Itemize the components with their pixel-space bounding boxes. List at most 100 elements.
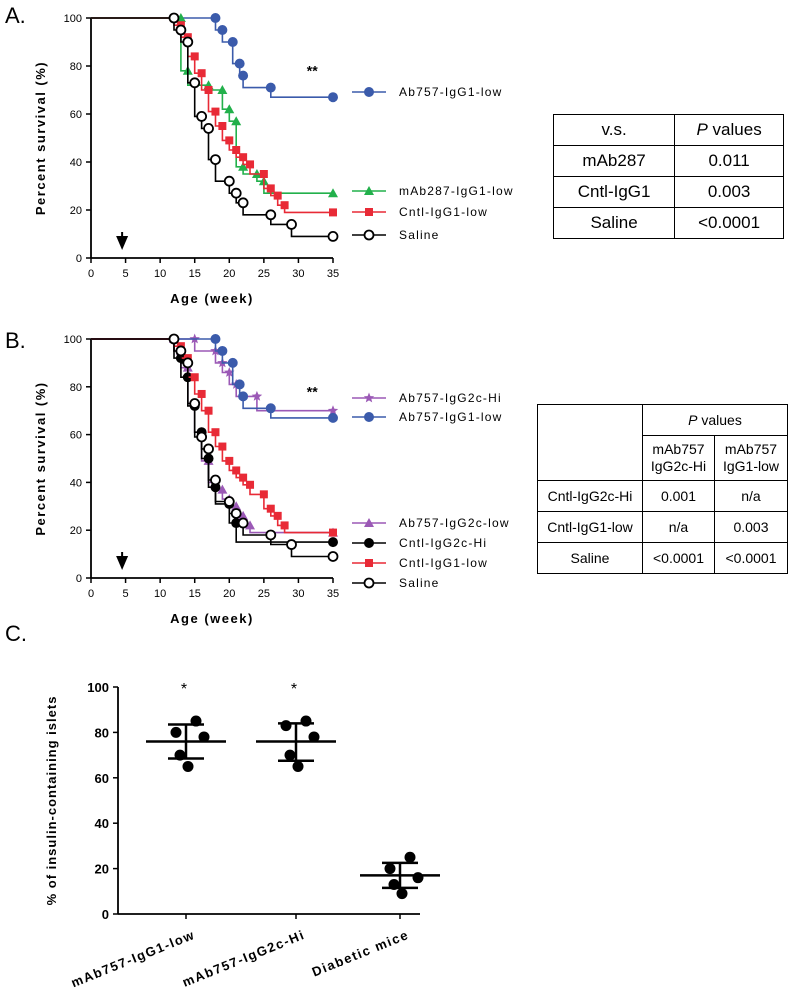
marker-square bbox=[246, 480, 255, 489]
table-b-cell: n/a bbox=[713, 480, 789, 512]
series-ab757-igg1-low bbox=[91, 13, 338, 103]
marker-triangle bbox=[364, 518, 374, 527]
c-y-axis-label: % of insulin-containing islets bbox=[44, 696, 59, 906]
data-point bbox=[174, 749, 186, 761]
significance-annotation: ** bbox=[307, 63, 318, 79]
table-a-cell: <0.0001 bbox=[674, 207, 784, 239]
table-b-subheader-line: IgG2c-Hi bbox=[650, 458, 707, 474]
table-b-subheader: mAb757 IgG1-low bbox=[713, 435, 789, 481]
marker-circle bbox=[238, 70, 249, 81]
series-ab757-igg2c-hi bbox=[91, 333, 339, 416]
marker-square bbox=[239, 153, 248, 162]
marker-square bbox=[232, 466, 241, 475]
marker-open-circle bbox=[230, 187, 242, 199]
marker-circle bbox=[234, 379, 245, 390]
c-y-tick-label: 60 bbox=[95, 771, 109, 786]
marker-square bbox=[197, 69, 206, 78]
marker-triangle bbox=[251, 169, 262, 178]
y-tick-label: 100 bbox=[64, 13, 82, 25]
y-tick-label: 60 bbox=[70, 430, 82, 442]
table-a-header-pvalues: P values bbox=[674, 114, 784, 146]
x-tick-label: 0 bbox=[88, 588, 94, 600]
data-point bbox=[308, 731, 320, 743]
marker-circle bbox=[234, 58, 245, 69]
marker-open-circle bbox=[210, 154, 221, 166]
y-tick-label: 0 bbox=[76, 573, 82, 585]
table-b-subheader-line: IgG1-low bbox=[722, 458, 779, 474]
marker-open-circle bbox=[189, 77, 201, 89]
c-y-tick-label: 40 bbox=[95, 816, 109, 831]
marker-star bbox=[327, 405, 339, 416]
significance-annotation: ** bbox=[307, 383, 318, 399]
marker-open-circle bbox=[286, 539, 297, 550]
panel-label-c: C. bbox=[5, 621, 27, 646]
marker-open-circle bbox=[182, 36, 194, 48]
x-tick-label: 15 bbox=[189, 588, 201, 600]
marker-square bbox=[169, 335, 178, 343]
marker-square bbox=[266, 504, 275, 513]
marker-circle bbox=[227, 37, 238, 47]
p-values-table-a: v.s. P values mAb287 0.011 Cntl-IgG1 0.0… bbox=[552, 114, 784, 239]
marker-square bbox=[329, 528, 337, 537]
marker-square bbox=[259, 170, 268, 178]
marker-square bbox=[190, 373, 199, 382]
marker-square bbox=[365, 559, 373, 567]
marker-triangle bbox=[203, 455, 214, 465]
marker-star bbox=[189, 333, 200, 344]
x-tick-label: 35 bbox=[327, 588, 339, 600]
marker-open-circle bbox=[182, 357, 194, 369]
c-significance-annotation: * bbox=[291, 681, 297, 698]
marker-open-circle bbox=[189, 398, 201, 409]
marker-square bbox=[259, 490, 268, 499]
marker-square bbox=[176, 342, 185, 351]
marker-open-circle bbox=[168, 333, 180, 345]
marker-square bbox=[225, 456, 234, 465]
marker-circle bbox=[210, 334, 221, 344]
p-letter: P bbox=[696, 120, 708, 139]
x-tick-label: 30 bbox=[292, 268, 304, 280]
marker-triangle bbox=[175, 13, 186, 22]
x-tick-label: 25 bbox=[258, 588, 270, 600]
arrow-marker bbox=[116, 236, 129, 250]
marker-square bbox=[211, 107, 220, 116]
table-a-cell: mAb287 bbox=[552, 145, 676, 177]
series-cntl-igg1-low bbox=[91, 335, 337, 537]
marker-open-circle bbox=[327, 230, 339, 242]
marker-square bbox=[266, 184, 275, 193]
marker-circle bbox=[182, 372, 193, 383]
marker-circle bbox=[364, 412, 374, 422]
series-line bbox=[91, 17, 333, 238]
data-point bbox=[284, 749, 296, 761]
y-tick-label: 0 bbox=[76, 253, 82, 265]
marker-open-circle bbox=[175, 345, 187, 357]
marker-triangle bbox=[258, 176, 269, 186]
marker-triangle bbox=[196, 427, 207, 437]
series-line bbox=[91, 338, 333, 419]
marker-triangle bbox=[231, 116, 242, 126]
data-point bbox=[190, 715, 202, 727]
table-b-cell: <0.0001 bbox=[642, 542, 715, 574]
marker-circle bbox=[328, 537, 338, 548]
marker-open-circle bbox=[168, 12, 180, 24]
marker-open-circle bbox=[210, 474, 221, 486]
marker-circle bbox=[364, 538, 374, 548]
marker-square bbox=[218, 442, 227, 451]
x-tick-label: 35 bbox=[327, 268, 339, 280]
marker-square bbox=[211, 428, 220, 437]
x-tick-label: 25 bbox=[258, 268, 270, 280]
marker-circle bbox=[203, 453, 214, 464]
marker-circle bbox=[210, 13, 221, 23]
marker-circle bbox=[210, 482, 221, 493]
table-b-cell: n/a bbox=[642, 511, 715, 543]
data-point bbox=[300, 715, 312, 727]
x-tick-label: 5 bbox=[123, 268, 129, 280]
marker-open-circle bbox=[237, 517, 249, 529]
marker-square bbox=[190, 52, 199, 61]
c-y-tick-label: 0 bbox=[102, 907, 109, 922]
data-point bbox=[198, 731, 210, 743]
marker-open-circle bbox=[223, 175, 235, 187]
y-tick-label: 100 bbox=[64, 334, 82, 346]
marker-square bbox=[273, 191, 282, 200]
table-b-subheader-line: mAb757 bbox=[652, 441, 705, 457]
series-line bbox=[91, 338, 333, 412]
